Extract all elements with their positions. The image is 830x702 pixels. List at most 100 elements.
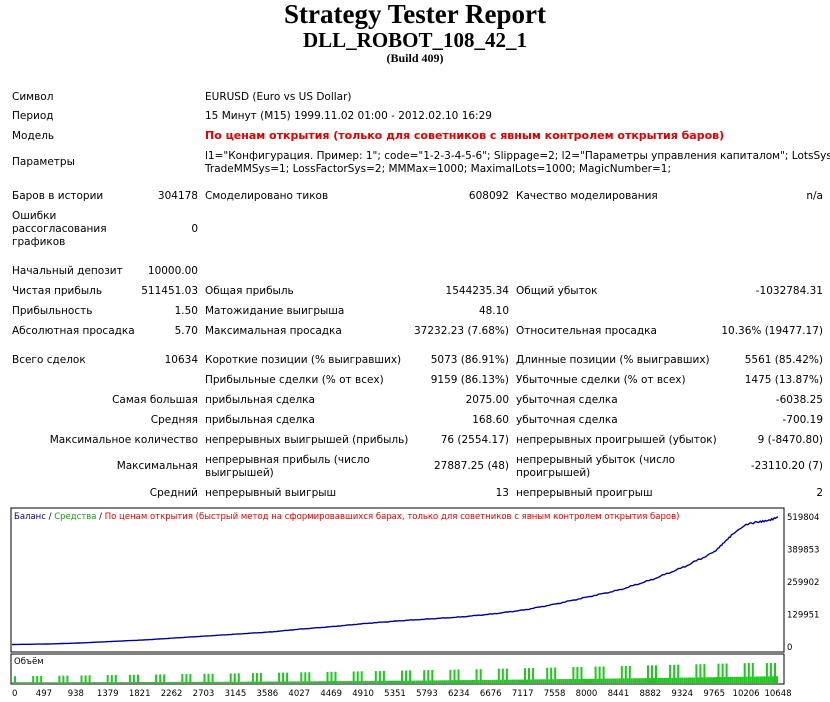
volume-bar xyxy=(262,681,264,683)
volume-bar xyxy=(40,675,43,683)
volume-bar xyxy=(82,682,85,683)
volume-bar xyxy=(243,681,246,683)
x-tick-label: 10648 xyxy=(764,689,791,699)
x-tick-label: 10206 xyxy=(733,689,760,699)
volume-bar xyxy=(58,675,61,683)
volume-bar xyxy=(270,681,272,683)
volume-bar xyxy=(578,678,581,683)
volume-bar xyxy=(413,680,416,683)
volume-bar xyxy=(239,681,242,683)
volume-bar xyxy=(276,681,279,683)
volume-bar xyxy=(776,676,778,683)
volume-bar xyxy=(731,676,734,683)
volume-bar xyxy=(737,676,740,683)
volume-bar xyxy=(251,673,254,683)
volume-bar xyxy=(247,681,250,683)
volume-bar xyxy=(747,663,750,683)
volume-bar xyxy=(391,680,393,683)
volume-bar xyxy=(685,677,688,683)
volume-bar xyxy=(326,671,329,683)
volume-bar xyxy=(169,681,172,683)
volume-bar xyxy=(769,663,772,683)
y-tick-label: 259902 xyxy=(787,578,819,588)
volume-bar xyxy=(34,682,37,683)
volume-bar xyxy=(719,677,722,683)
avg-loss-value: -700.19 xyxy=(782,414,823,426)
volume-bar xyxy=(445,680,448,683)
volume-bar xyxy=(44,682,47,683)
volume-bar xyxy=(100,682,103,683)
volume-bar xyxy=(370,680,373,683)
volume-bar xyxy=(346,681,349,683)
volume-bar xyxy=(312,681,315,683)
volume-bar xyxy=(302,681,305,683)
volume-bar xyxy=(237,673,240,683)
volume-bar xyxy=(467,680,470,683)
volume-bar xyxy=(550,667,553,683)
volume-bar xyxy=(128,674,131,683)
volume-bar xyxy=(259,673,262,683)
volume-bar xyxy=(358,681,361,683)
volume-bar xyxy=(132,674,135,683)
volume-bar xyxy=(316,681,319,683)
volume-bar xyxy=(455,680,458,683)
volume-bar xyxy=(415,680,418,683)
volume-bar xyxy=(52,682,55,683)
volume-bar xyxy=(757,676,760,683)
volume-bar xyxy=(509,679,512,683)
volume-bar xyxy=(763,676,766,683)
robot-name: DLL_ROBOT_108_42_1 xyxy=(302,28,528,52)
volume-bar xyxy=(463,680,466,683)
volume-bar xyxy=(703,664,706,683)
x-tick-label: 5793 xyxy=(416,689,438,699)
gross-loss-label: Общий убыток xyxy=(516,285,598,297)
volume-bar xyxy=(205,681,208,683)
x-tick-label: 2703 xyxy=(193,689,215,699)
volume-bar xyxy=(751,663,754,683)
volume-bar xyxy=(64,682,67,683)
rel-dd-label: Относительная просадка xyxy=(516,325,657,337)
volume-bar xyxy=(163,674,166,683)
volume-bar xyxy=(524,668,526,683)
legend-separator-1: / xyxy=(46,512,54,522)
avg-loss-label: убыточная сделка xyxy=(516,414,618,426)
volume-bar xyxy=(14,676,16,683)
volume-bar xyxy=(699,664,702,683)
volume-bar xyxy=(487,679,490,683)
deposit-label: Начальный депозит xyxy=(12,265,123,277)
volume-bar xyxy=(318,681,321,683)
net-label: Чистая прибыль xyxy=(12,285,103,297)
max-dd-value: 37232.23 (7.68%) xyxy=(414,325,509,337)
volume-bar xyxy=(642,678,645,683)
volume-bar xyxy=(102,682,105,683)
volume-bar xyxy=(624,666,627,683)
volume-bar xyxy=(707,677,710,683)
volume-bar xyxy=(147,682,150,683)
volume-bar xyxy=(376,680,379,683)
volume-bar xyxy=(135,682,137,683)
short-label: Короткие позиции (% выигравших) xyxy=(205,354,402,366)
volume-bar xyxy=(497,668,500,683)
x-tick-label: 2262 xyxy=(161,689,183,699)
period-value: 15 Минут (M15) 1999.11.02 01:00 - 2012.0… xyxy=(205,110,492,122)
volume-bar xyxy=(173,681,176,683)
volume-bar xyxy=(457,669,460,683)
gross-loss-value: -1032784.31 xyxy=(755,285,823,297)
volume-bar xyxy=(153,682,156,683)
max-dd-label: Максимальная просадка xyxy=(205,325,342,337)
volume-bar xyxy=(257,681,260,683)
volume-bar xyxy=(471,680,474,683)
volume-bar xyxy=(18,682,20,683)
volume-bar xyxy=(653,678,655,683)
x-tick-label: 9765 xyxy=(703,689,725,699)
balance-chart: Баланс / Средства / По ценам открытия (б… xyxy=(10,507,828,699)
volume-bar xyxy=(534,679,537,683)
model-label: Модель xyxy=(12,130,55,142)
volume-bar xyxy=(143,682,145,683)
volume-bar xyxy=(328,681,331,683)
max-cons-wins-label: непрерывных выигрышей (прибыль) xyxy=(205,434,409,446)
volume-bar xyxy=(272,681,274,683)
volume-bar xyxy=(233,673,236,683)
volume-bar xyxy=(715,677,718,683)
volume-bar xyxy=(183,681,186,683)
